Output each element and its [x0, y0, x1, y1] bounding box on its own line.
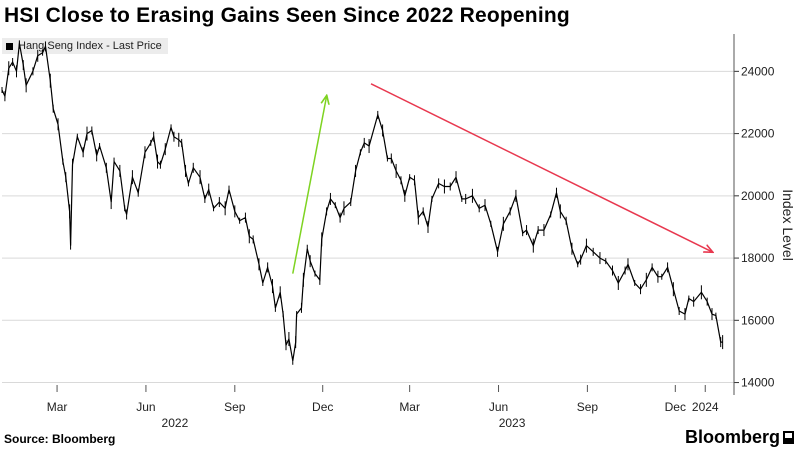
x-tick-label-2: Sep: [224, 400, 246, 414]
x-tick-label-0: Mar: [47, 400, 68, 414]
y-axis-label: Index Level: [780, 189, 796, 261]
y-tick-label-24000: 24000: [741, 64, 775, 78]
series-line-0: [1, 43, 723, 361]
x-tick-label-5: Jun: [489, 400, 508, 414]
legend-label: Hang Seng Index - Last Price: [18, 40, 162, 52]
year-label-1: 2023: [499, 416, 526, 430]
legend: Hang Seng Index - Last Price: [2, 38, 168, 54]
tick-labels: 14000 16000 18000 20000 22000 24000 Mar Jun Sep D…: [47, 64, 775, 430]
brand-logo: Bloomberg: [685, 427, 794, 448]
x-tick-label-4: Mar: [399, 400, 420, 414]
annotations: [292, 83, 712, 274]
axes: [56, 34, 739, 395]
red-trend-arrow: [370, 83, 712, 252]
legend-swatch: [6, 42, 13, 50]
series-group: [1, 40, 724, 365]
y-tick-label-14000: 14000: [741, 376, 775, 390]
y-tick-label-18000: 18000: [741, 251, 775, 265]
x-tick-label-6: Sep: [577, 400, 599, 414]
brand-icon: [783, 431, 794, 444]
gridlines: [2, 70, 734, 384]
x-tick-label-3: Dec: [312, 400, 333, 414]
green-trend-arrow: [292, 96, 327, 274]
chart-title: HSI Close to Erasing Gains Seen Since 20…: [4, 4, 570, 27]
y-tick-label-16000: 16000: [741, 313, 775, 327]
year-label-0: 2022: [162, 416, 189, 430]
x-tick-label-7: Dec: [665, 400, 686, 414]
x-tick-label-8: 2024: [692, 400, 719, 414]
brand-name: Bloomberg: [684, 427, 780, 447]
x-tick-label-1: Jun: [136, 400, 155, 414]
y-tick-label-20000: 20000: [741, 189, 775, 203]
y-tick-label-22000: 22000: [741, 127, 775, 141]
source-note: Source: Bloomberg: [4, 432, 116, 446]
